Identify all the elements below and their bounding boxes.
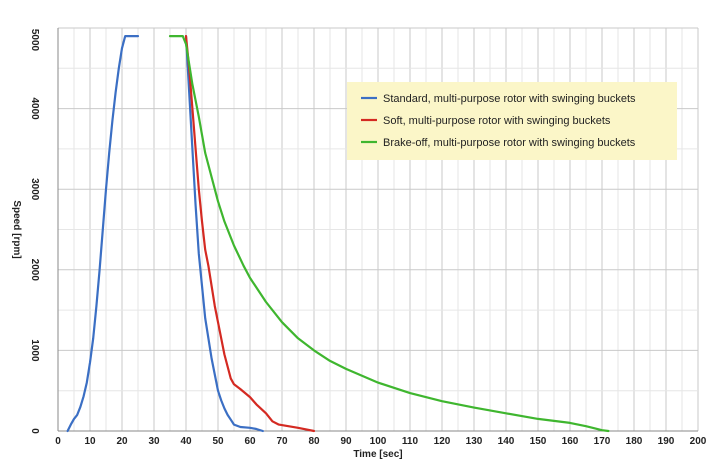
- x-tick-label: 60: [244, 436, 256, 447]
- x-axis-title: Time [sec]: [353, 449, 402, 460]
- legend-label-2: Soft, multi-purpose rotor with swinging …: [383, 115, 611, 127]
- series-line-1: [184, 35, 264, 433]
- x-tick-label: 10: [84, 436, 96, 447]
- x-tick-label: 150: [530, 436, 547, 447]
- x-tick-labels: 0 10 20 30 40 50 60 70 80 90 100 110 120 130 140 150 160…: [55, 436, 707, 447]
- y-tick-label: 0: [29, 428, 40, 434]
- y-tick-label: 4000: [29, 97, 40, 120]
- legend-box: [347, 82, 677, 160]
- x-tick-label: 100: [370, 436, 387, 447]
- y-tick-label: 1000: [29, 339, 40, 362]
- axis-frame: [57, 28, 698, 432]
- legend-label-1: Standard, multi-purpose rotor with swing…: [383, 93, 636, 105]
- grid: [57, 27, 699, 432]
- x-tick-label: 110: [402, 436, 419, 447]
- series-line-3: [168, 35, 610, 433]
- y-axis-title: Speed [rpm]: [11, 200, 22, 258]
- x-tick-label: 170: [594, 436, 611, 447]
- x-tick-label: 140: [498, 436, 515, 447]
- legend-label-3: Brake-off, multi-purpose rotor with swin…: [383, 137, 636, 149]
- legend: Standard, multi-purpose rotor with swing…: [347, 82, 677, 160]
- y-tick-label: 3000: [29, 178, 40, 201]
- x-tick-label: 70: [276, 436, 288, 447]
- series-line-1: [66, 35, 140, 433]
- series-lines: [66, 35, 610, 433]
- x-tick-label: 50: [212, 436, 224, 447]
- x-tick-label: 30: [148, 436, 160, 447]
- x-tick-label: 130: [466, 436, 483, 447]
- series-line-2: [184, 35, 316, 433]
- x-tick-label: 190: [658, 436, 675, 447]
- x-tick-label: 160: [562, 436, 579, 447]
- x-tick-label: 20: [116, 436, 128, 447]
- x-tick-label: 200: [690, 436, 707, 447]
- x-tick-label: 40: [180, 436, 192, 447]
- x-tick-label: 0: [55, 436, 61, 447]
- x-tick-label: 90: [340, 436, 352, 447]
- x-tick-label: 80: [308, 436, 320, 447]
- y-tick-labels: 0 1000 2000 3000 4000 5000: [29, 29, 40, 434]
- y-tick-label: 2000: [29, 259, 40, 282]
- x-tick-label: 120: [434, 436, 451, 447]
- x-tick-label: 180: [626, 436, 643, 447]
- y-tick-label: 5000: [29, 29, 40, 52]
